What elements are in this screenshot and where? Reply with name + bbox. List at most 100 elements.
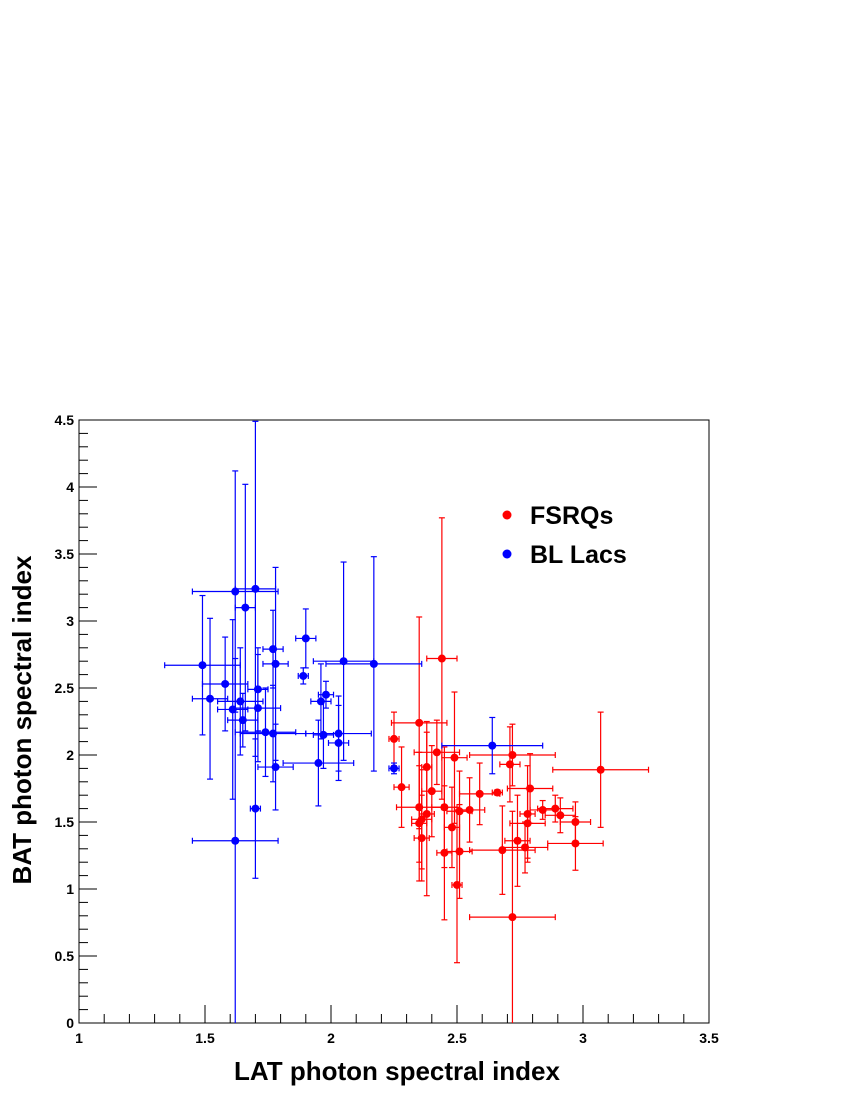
data-point [556, 811, 565, 820]
data-point [432, 748, 441, 757]
data-point [427, 787, 436, 796]
data-series [164, 420, 650, 1023]
data-point [334, 738, 343, 747]
data-point [571, 839, 580, 848]
data-point-group [544, 797, 577, 834]
data-point [453, 880, 461, 889]
data-point [475, 789, 484, 798]
data-point-group [441, 691, 468, 824]
data-point [339, 657, 348, 666]
data-point [319, 730, 328, 739]
data-point-group [418, 731, 435, 897]
legend-marker-fsrqs [502, 510, 512, 520]
data-point [251, 804, 260, 813]
data-point [390, 764, 398, 773]
data-point-group [312, 700, 335, 770]
data-point-group [411, 765, 428, 882]
data-point-group [499, 726, 521, 803]
data-point [415, 718, 424, 727]
data-point-group [393, 746, 410, 828]
series-bl-lacs [164, 420, 544, 1023]
data-point-group [325, 556, 423, 772]
y-tick-label: 1 [66, 881, 74, 897]
data-point-group [501, 821, 549, 874]
data-point-group [282, 719, 355, 807]
axis-ticks [78, 419, 710, 1024]
data-point [261, 728, 270, 737]
data-point [206, 694, 215, 703]
data-point-group [469, 723, 556, 787]
data-point [271, 659, 280, 668]
legend: FSRQs BL Lacs [502, 502, 627, 569]
data-point [238, 716, 247, 725]
y-tick-label: 0 [66, 1015, 74, 1031]
x-tick-label: 2 [327, 1030, 335, 1046]
data-point-group [234, 653, 282, 763]
data-point [369, 659, 378, 668]
data-point [493, 788, 502, 797]
x-tick-label: 1.5 [195, 1030, 215, 1046]
legend-label-fsrqs: FSRQs [530, 502, 613, 530]
data-point [241, 603, 250, 612]
data-point [231, 587, 240, 596]
data-point-group [537, 794, 574, 823]
data-point [301, 634, 310, 643]
series-fsrqs [388, 517, 650, 1023]
y-tick-label: 2.5 [55, 680, 75, 696]
data-point [513, 836, 522, 845]
data-point-group [491, 788, 503, 797]
data-point-group [191, 617, 229, 780]
data-point-group [547, 816, 604, 871]
data-point [450, 753, 459, 762]
data-point-group [552, 711, 650, 828]
data-point-group [249, 738, 262, 879]
data-point-group [297, 667, 309, 685]
data-point [538, 805, 547, 814]
data-point-group [388, 711, 400, 767]
data-point [299, 671, 308, 680]
y-tick-label: 0.5 [55, 948, 75, 964]
data-point-group [469, 810, 556, 1023]
data-point [488, 741, 497, 750]
y-tick-label: 2 [66, 747, 74, 763]
axis-tick-labels: 1 1.5 2 2.5 3 3.5 0 0.5 1 1.5 2 2.5 3 3.5 4 4.5 [55, 412, 719, 1046]
legend-marker-bl-lacs [502, 549, 512, 559]
data-point-group [227, 692, 259, 748]
data-point [437, 654, 446, 663]
data-point-group [312, 561, 375, 761]
data-point-group [441, 716, 544, 775]
data-point [390, 734, 398, 743]
data-point-group [295, 608, 317, 669]
y-tick-label: 4 [66, 479, 74, 495]
data-point [314, 759, 323, 768]
data-point-group [529, 799, 556, 820]
data-point [397, 783, 406, 792]
data-point [231, 836, 240, 845]
data-point [221, 679, 230, 688]
plot-frame [78, 419, 710, 1024]
data-point-group [164, 594, 241, 736]
data-point [508, 913, 517, 922]
y-tick-label: 3 [66, 613, 74, 629]
data-point-group [257, 723, 294, 811]
data-point [198, 661, 207, 670]
data-point [465, 805, 474, 814]
data-point [447, 823, 456, 832]
x-tick-label: 1 [75, 1030, 83, 1046]
x-tick-label: 3.5 [699, 1030, 719, 1046]
y-axis-title: BAT photon spectral index [7, 555, 37, 884]
data-point [551, 804, 560, 813]
data-point-group [451, 806, 463, 964]
legend-label-bl-lacs: BL Lacs [530, 541, 627, 569]
data-point-group [234, 483, 256, 732]
data-point-group [504, 794, 531, 887]
data-point [505, 760, 514, 769]
data-point-group [413, 794, 430, 882]
y-tick-label: 1.5 [55, 814, 75, 830]
data-point [417, 834, 426, 843]
x-axis-title: LAT photon spectral index [234, 1056, 561, 1086]
data-point [422, 809, 431, 818]
data-point-group [327, 704, 350, 782]
data-point [596, 765, 605, 774]
